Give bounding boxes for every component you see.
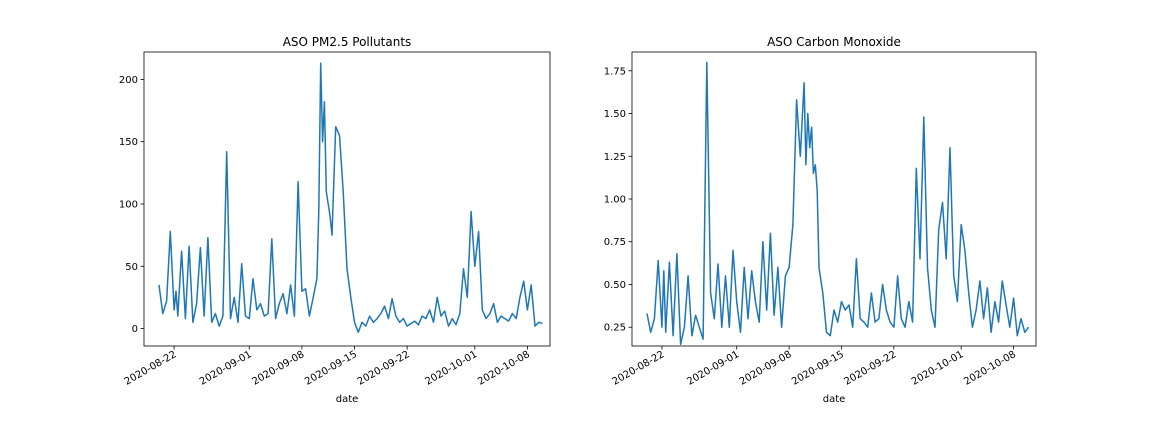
y-tick-label: 1.25: [604, 152, 626, 163]
chart-title: ASO Carbon Monoxide: [767, 35, 901, 49]
x-tick-label: 2020-10-08: [962, 349, 1018, 388]
x-tick-label: 2020-10-01: [910, 349, 966, 388]
y-tick-label: 0: [132, 324, 138, 335]
x-tick-label: 2020-09-01: [685, 349, 741, 388]
x-tick-label: 2020-10-08: [476, 349, 532, 388]
x-tick-label: 2020-09-08: [251, 349, 307, 388]
y-tick-label: 1.00: [604, 195, 626, 206]
x-tick-label: 2020-09-01: [198, 349, 254, 388]
x-tick-label: 2020-09-08: [738, 349, 794, 388]
pm25-chart-panel: ASO PM2.5 Pollutants 0 50 100 150 200 2020-08-…: [119, 35, 551, 405]
x-tick-label: 2020-08-22: [123, 349, 179, 388]
series-line: [646, 61, 1030, 346]
y-tick-label: 1.50: [604, 109, 626, 120]
x-tick-label: 2020-09-22: [356, 349, 412, 388]
x-axis-label: date: [336, 394, 359, 405]
x-tick-label: 2020-09-15: [303, 349, 359, 388]
y-tick-label: 50: [125, 262, 138, 273]
x-tick-label: 2020-10-01: [423, 349, 479, 388]
plot-frame: [631, 51, 1037, 347]
y-tick-label: 200: [119, 75, 138, 86]
y-tick-label: 150: [119, 137, 138, 148]
plot-frame: [143, 51, 551, 347]
chart-title: ASO PM2.5 Pollutants: [283, 35, 412, 49]
y-tick-label: 0.75: [604, 237, 626, 248]
x-axis-label: date: [823, 394, 846, 405]
y-tick-label: 0.50: [604, 280, 626, 291]
x-tick-label: 2020-08-22: [611, 349, 667, 388]
carbon-monoxide-chart-panel: ASO Carbon Monoxide 0.25 0.50 0.75 1.00 1.25 1…: [604, 35, 1037, 405]
x-tick-label: 2020-09-22: [843, 349, 899, 388]
y-tick-label: 1.75: [604, 66, 626, 77]
x-tick-label: 2020-09-15: [790, 349, 846, 388]
series-line: [158, 62, 543, 334]
y-tick-label: 100: [119, 199, 138, 210]
y-tick-label: 0.25: [604, 323, 626, 334]
